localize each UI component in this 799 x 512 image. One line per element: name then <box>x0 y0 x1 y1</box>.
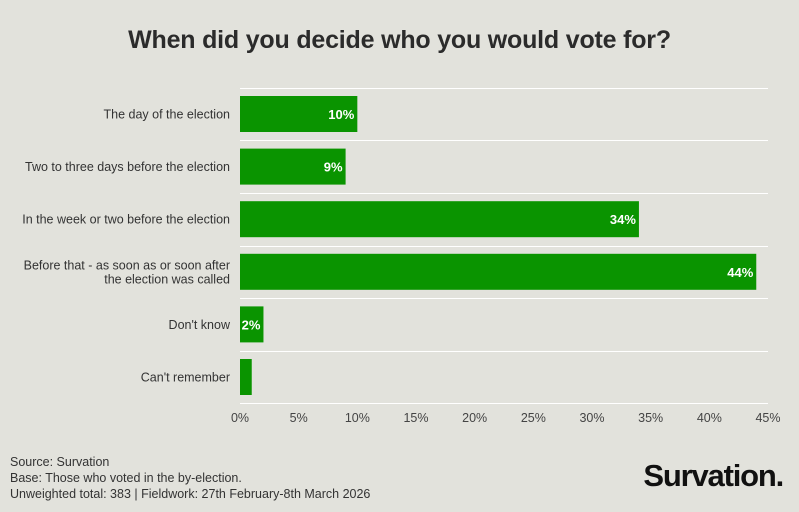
x-tick-label: 45% <box>755 411 780 425</box>
category-label: The day of the election <box>104 108 231 122</box>
x-tick-label: 15% <box>403 411 428 425</box>
chart-footer: Source: Survation Base: Those who voted … <box>10 454 370 502</box>
bar <box>240 148 346 185</box>
data-label: 9% <box>324 160 343 175</box>
bar <box>240 201 639 238</box>
bars: 10% 9% 34% 44% 2% <box>240 96 757 395</box>
bar <box>240 359 252 395</box>
gridlines <box>240 88 768 404</box>
bar <box>240 306 264 343</box>
data-label: 10% <box>328 107 354 122</box>
category-label: Don't know <box>169 318 231 332</box>
bar <box>240 96 358 132</box>
x-tick-label: 25% <box>521 411 546 425</box>
category-label: Can't remember <box>141 371 230 385</box>
category-labels: The day of the election Two to three days… <box>22 108 231 385</box>
base-note: Base: Those who voted in the by-election… <box>10 471 242 485</box>
category-label-line: the election was called <box>104 272 230 286</box>
category-label-line: Can't remember <box>141 371 230 385</box>
source-note: Source: Survation <box>10 455 110 469</box>
x-axis-ticks: 0% 5% 10% 15% 20% 25% 30% 35% 40% 45% <box>231 411 781 425</box>
data-label: 2% <box>242 317 261 332</box>
category-label: In the week or two before the election <box>22 213 230 227</box>
x-tick-label: 35% <box>638 411 663 425</box>
x-tick-label: 0% <box>231 411 249 425</box>
category-label-line: The day of the election <box>104 108 231 122</box>
x-tick-label: 5% <box>290 411 308 425</box>
x-tick-label: 40% <box>697 411 722 425</box>
category-label: Two to three days before the election <box>25 160 230 174</box>
category-label-line: In the week or two before the election <box>22 213 230 227</box>
category-label-line: Don't know <box>169 318 231 332</box>
bar <box>240 253 757 290</box>
data-label: 34% <box>610 212 636 227</box>
x-tick-label: 10% <box>345 411 370 425</box>
chart-title: When did you decide who you would vote f… <box>128 26 671 54</box>
category-label-line: Before that - as soon as or soon after <box>24 258 230 272</box>
category-label: Before that - as soon as or soon after th… <box>24 258 230 286</box>
data-label: 44% <box>727 265 753 280</box>
x-tick-label: 20% <box>462 411 487 425</box>
fieldwork-note: Unweighted total: 383 | Fieldwork: 27th … <box>10 487 371 501</box>
survation-logo: Survation. <box>643 458 784 493</box>
category-label-line: Two to three days before the election <box>25 160 230 174</box>
x-tick-label: 30% <box>579 411 604 425</box>
